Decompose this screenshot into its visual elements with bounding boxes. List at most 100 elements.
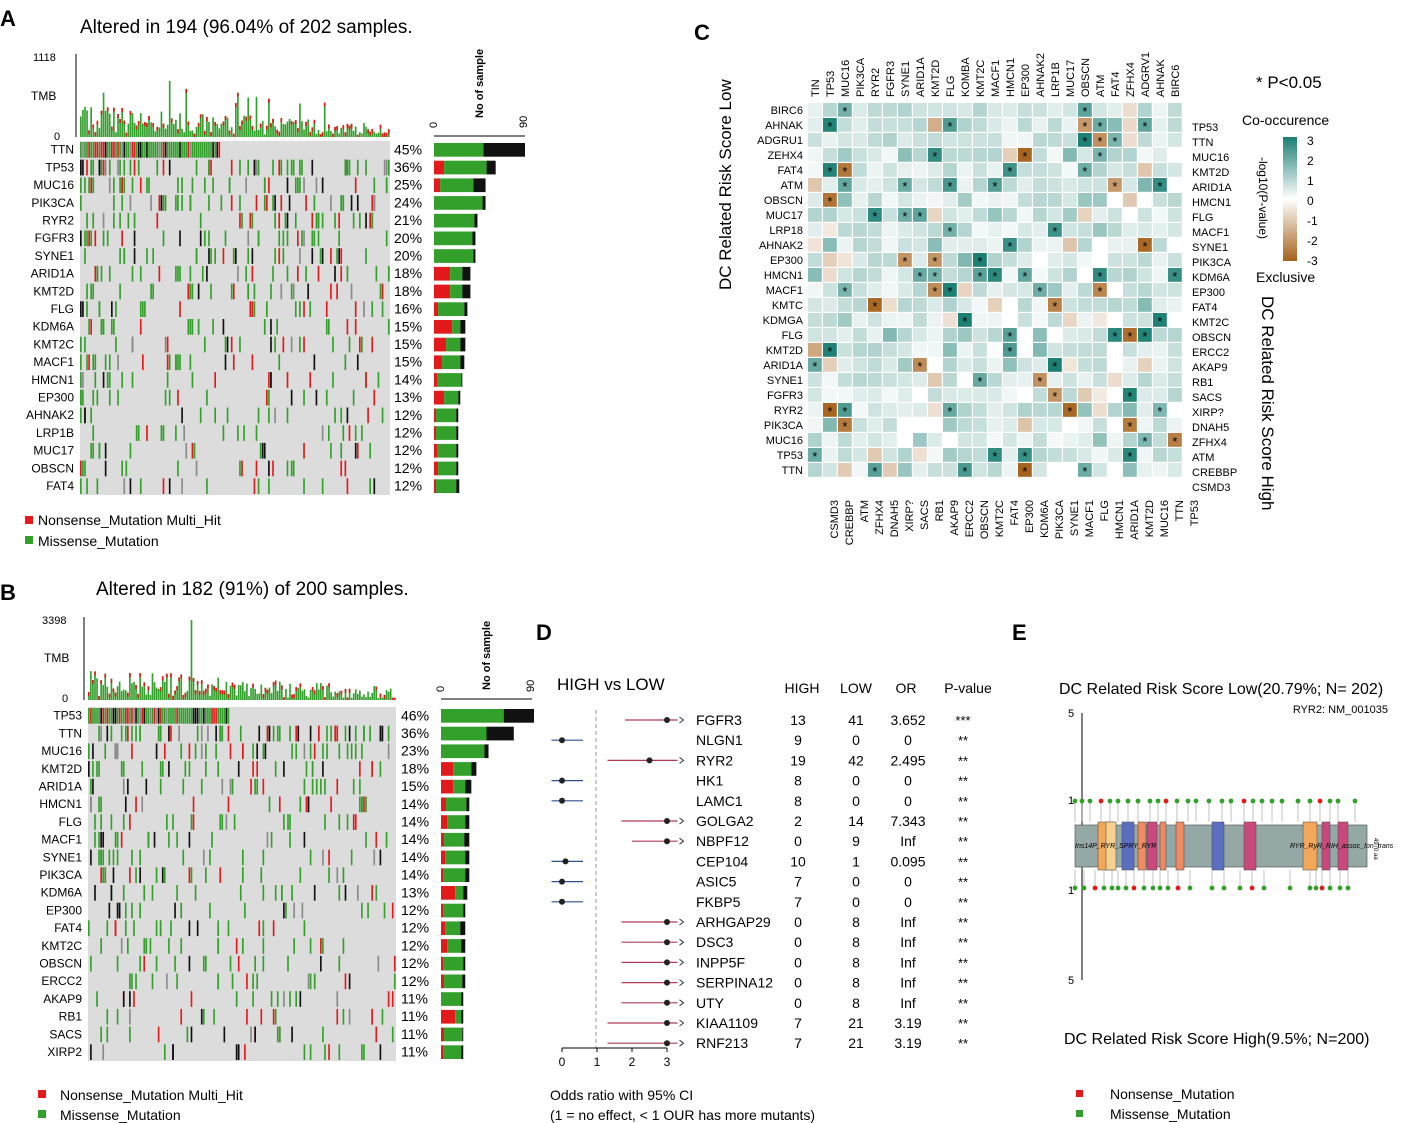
protein-domain <box>1137 821 1147 871</box>
tmb-bar <box>225 681 228 700</box>
heatmap-cell <box>1153 298 1167 312</box>
tmb-bar-top <box>215 687 217 692</box>
heatmap-cell <box>1123 193 1137 207</box>
mutation-cell <box>135 425 138 441</box>
heatmap-cell <box>1168 178 1182 192</box>
mutation-cell <box>119 142 121 158</box>
mutation-cell <box>255 425 258 441</box>
heatmap-cell <box>1093 253 1107 267</box>
mutation-cell <box>176 708 178 724</box>
heatmap-cell <box>1108 118 1122 132</box>
mutation-cell <box>387 159 390 176</box>
heatmap-cell <box>883 403 897 417</box>
mutation-cell <box>263 177 266 194</box>
gene-label: MACF1 <box>33 355 74 369</box>
tmb-bar <box>264 687 267 700</box>
sample-bar-segment <box>436 408 457 423</box>
color-scale-tick: 1 <box>1307 174 1314 188</box>
significance-star: * <box>827 119 832 134</box>
mutation-cell <box>206 478 208 494</box>
heatmap-cell <box>853 148 867 162</box>
mutation-cell <box>307 283 309 300</box>
heatmap-top-label: ZFHX4 <box>1125 62 1137 97</box>
mutation-cell <box>289 991 291 1007</box>
heatmap-cell <box>1018 268 1032 282</box>
mutation-cell <box>274 407 276 424</box>
lollipop-head <box>1079 798 1085 804</box>
lollipop-head <box>1317 798 1323 804</box>
mutation-cell <box>232 354 235 371</box>
forest-pvalue: ** <box>958 915 968 930</box>
heatmap-cell <box>1138 133 1152 147</box>
tmb-bar <box>86 110 88 137</box>
tmb-bar <box>244 691 246 700</box>
mutation-cell <box>88 354 90 371</box>
mutation-cell <box>98 442 101 459</box>
sample-bar-segment <box>441 921 446 936</box>
heatmap-cell <box>1108 178 1122 192</box>
heatmap-cell <box>1033 133 1047 147</box>
mutation-cell <box>213 1008 215 1025</box>
mutation-cell <box>256 761 259 777</box>
significance-star: * <box>902 254 907 269</box>
heatmap-cell <box>823 103 837 117</box>
heatmap-cell <box>883 373 897 387</box>
lollipop-head <box>1187 885 1193 891</box>
mutation-cell <box>257 230 260 247</box>
lollipop-head <box>1163 798 1169 804</box>
heatmap-cell <box>973 208 987 222</box>
heatmap-right-labels: TP53TTNMUC16KMT2DARID1AHMCN1FLGMACF1SYNE… <box>1192 122 1237 494</box>
sample-bar-segment <box>446 337 461 352</box>
mutation-cell <box>112 708 115 724</box>
mutation-cell <box>88 761 90 777</box>
heatmap-cell <box>868 223 882 237</box>
significance-star: * <box>842 179 847 194</box>
forest-or: 0 <box>904 793 912 809</box>
mutation-cell <box>129 814 131 830</box>
mutation-cell <box>174 955 176 972</box>
heatmap-cell <box>1138 103 1152 117</box>
panel-e: E DC Related Risk Score Low(20.79%; N= 2… <box>1012 620 1394 1122</box>
tmb-bar <box>307 697 310 700</box>
heatmap-cell <box>1108 268 1122 282</box>
forest-or: 0.095 <box>890 853 925 869</box>
forest-gene: NLGN1 <box>696 732 743 748</box>
heatmap-cell <box>1168 253 1182 267</box>
mutation-cell <box>270 991 273 1007</box>
tmb-bar-top <box>129 110 132 115</box>
mutation-cell <box>244 902 246 919</box>
mutation-cell <box>155 708 158 724</box>
significance-star: * <box>947 179 952 194</box>
lollipop-head <box>1237 885 1243 891</box>
tmb-bar-top <box>334 126 336 131</box>
heatmap-cell <box>1168 148 1182 162</box>
mutation-cell <box>289 831 291 848</box>
mutation-cell <box>268 407 270 424</box>
mutation-cell <box>387 725 390 742</box>
heatmap-cell <box>1093 298 1107 312</box>
tmb-bar <box>190 620 193 700</box>
mutation-cell <box>202 708 205 724</box>
heatmap-cell <box>883 238 897 252</box>
heatmap-cell <box>1078 253 1092 267</box>
mutation-cell <box>188 920 191 937</box>
sample-bar-segment <box>445 850 466 865</box>
heatmap-cell <box>1123 343 1137 357</box>
mutation-cell <box>185 442 188 459</box>
heatmap-cell <box>913 193 927 207</box>
tmb-bar <box>260 684 263 700</box>
heatmap-cell <box>1033 388 1047 402</box>
mutation-cell <box>356 159 359 176</box>
mutation-cell <box>262 743 265 760</box>
mutation-cell <box>129 991 131 1007</box>
gene-label: KDM6A <box>41 886 82 900</box>
sample-bar-segment <box>444 832 465 847</box>
mutation-cell <box>145 938 148 954</box>
mutation-cell <box>184 761 187 777</box>
heatmap-cell <box>973 283 987 297</box>
oncoplot-a-bar-tick-90: 90 <box>518 116 530 128</box>
heatmap-cell <box>838 463 852 477</box>
mutation-cell <box>237 425 239 441</box>
tmb-bar-top <box>117 114 119 119</box>
